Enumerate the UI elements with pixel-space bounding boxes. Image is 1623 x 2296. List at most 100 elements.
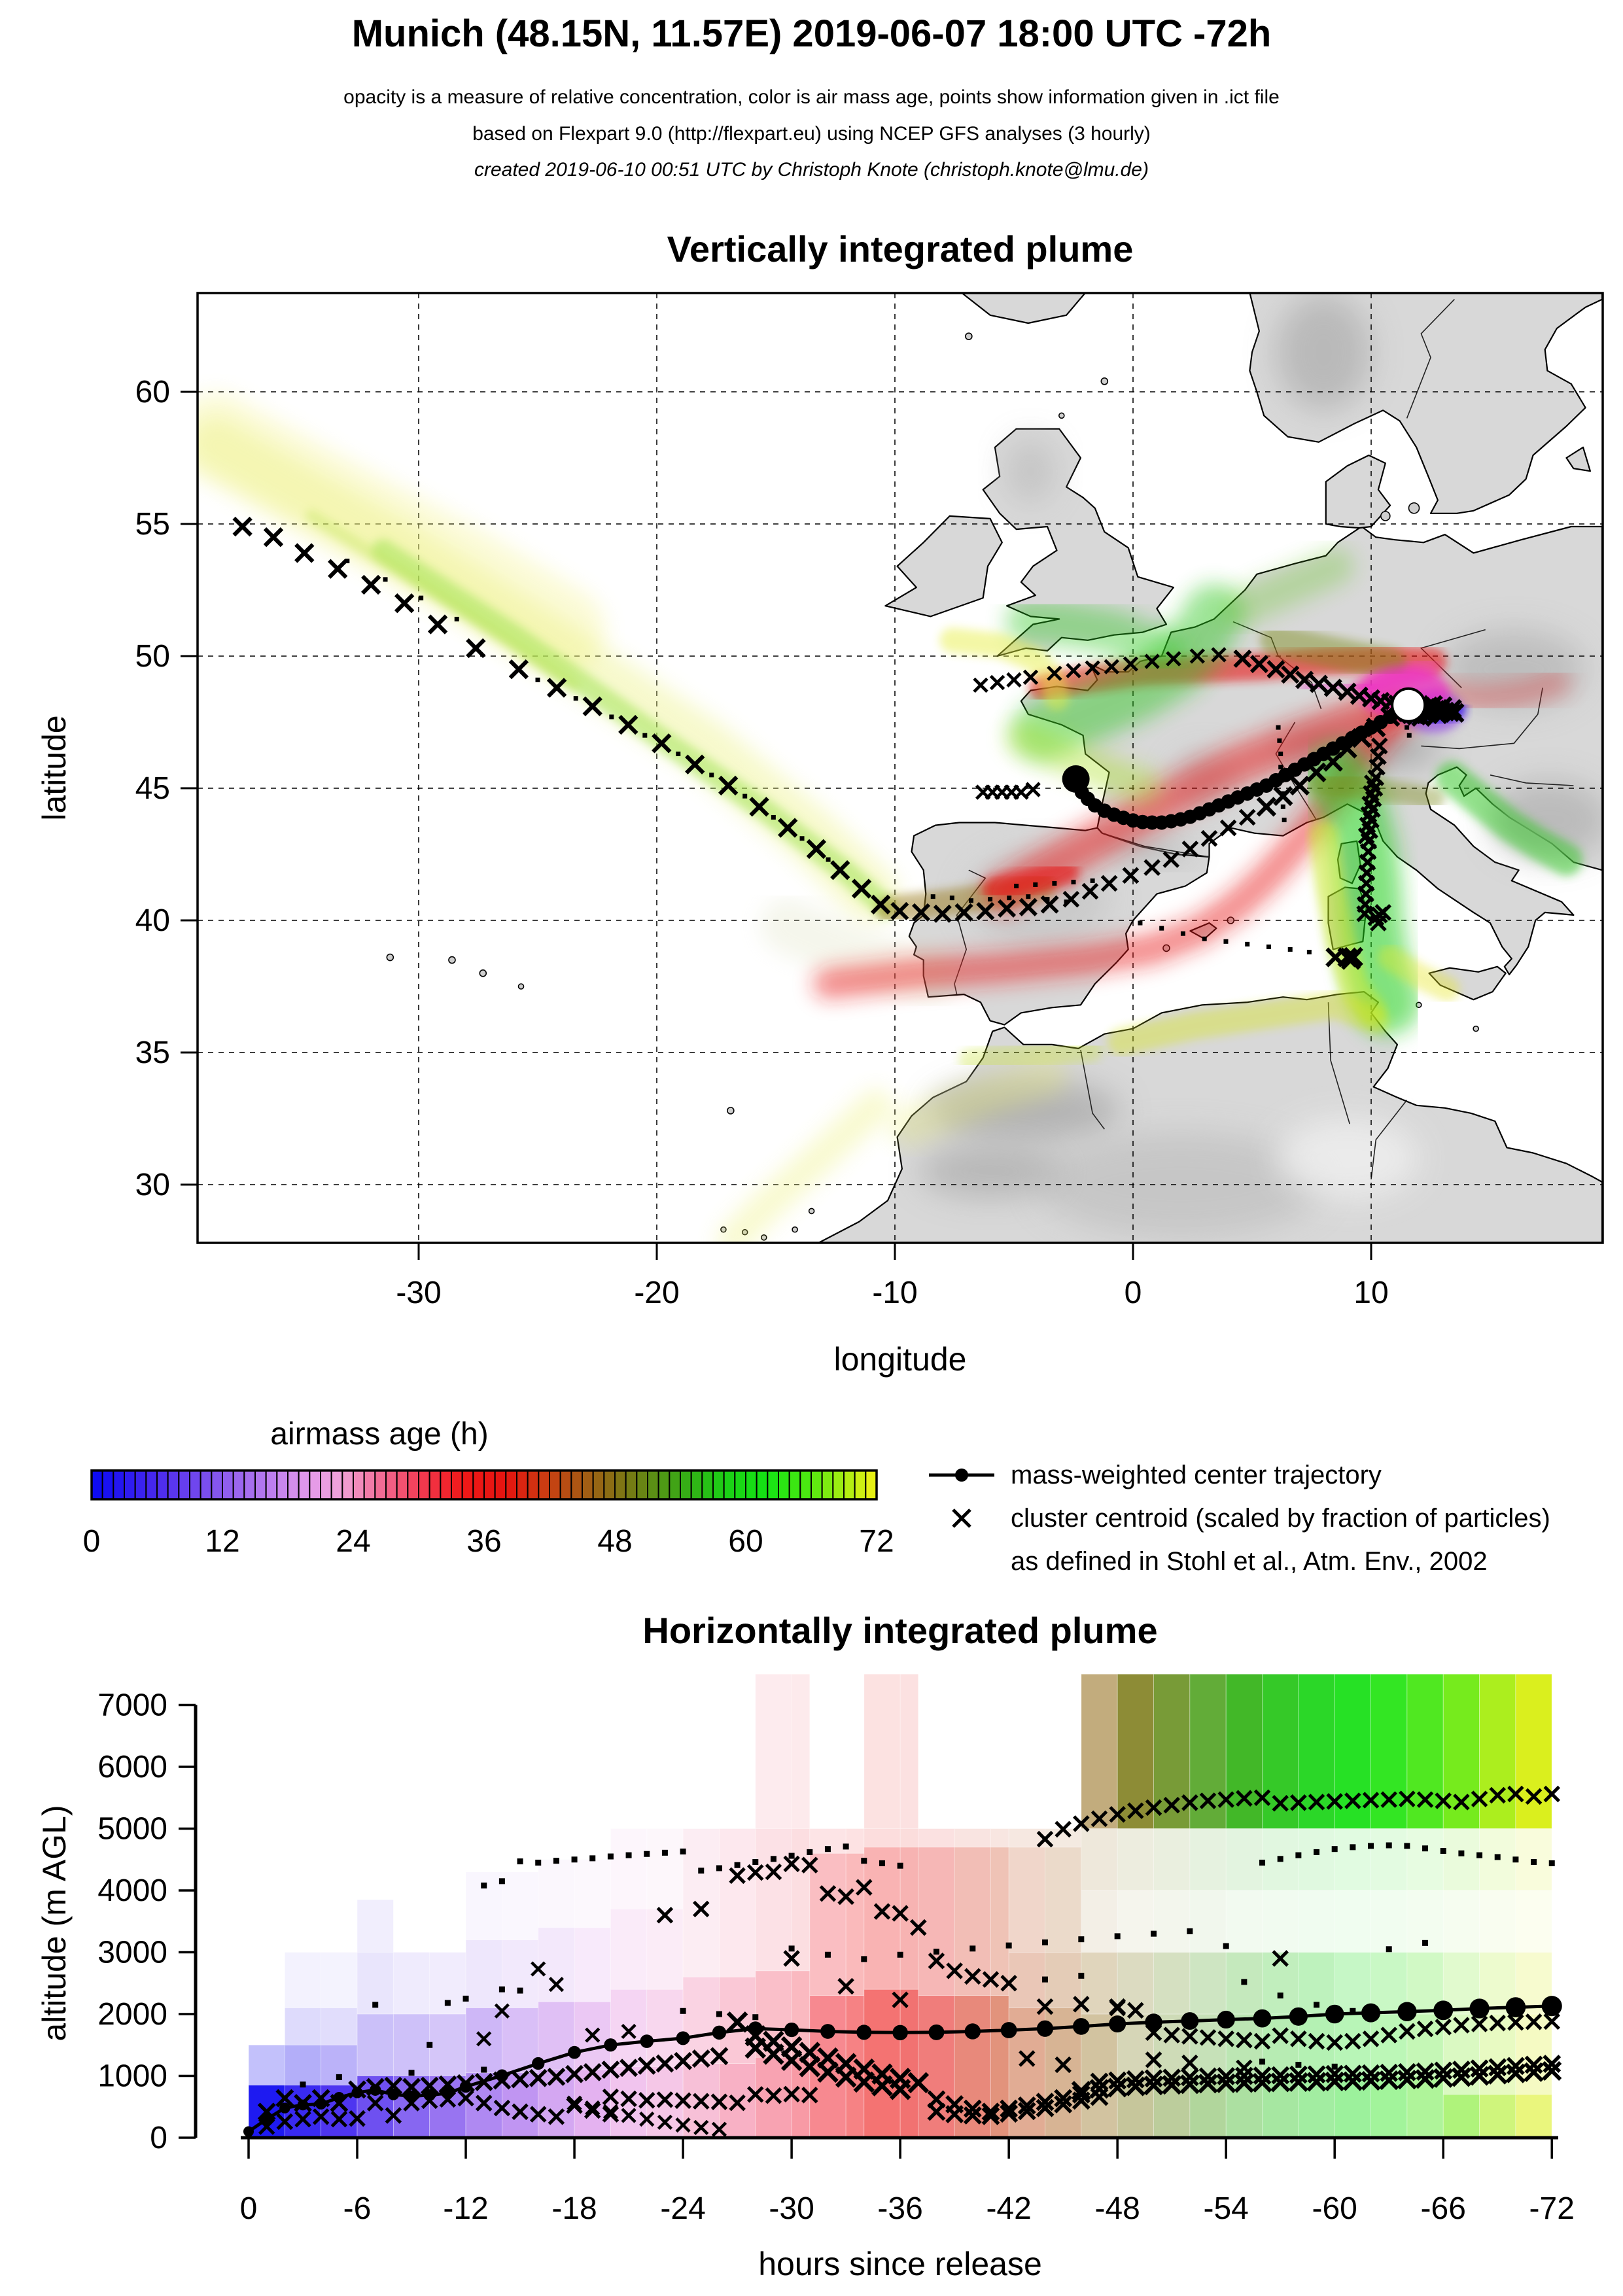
alt-dot: [1151, 1930, 1157, 1937]
colorbar-cell: [287, 1470, 300, 1500]
colorbar-cell: [320, 1470, 332, 1500]
alt-cluster-x: [692, 1900, 710, 1918]
cluster-series-alps-approach: [1256, 699, 1412, 817]
colorbar-cell: [647, 1470, 659, 1500]
island: [965, 332, 973, 340]
alt-cluster-x: [1108, 2078, 1128, 2098]
alt-xtick-label: -60: [1312, 2191, 1357, 2226]
alt-cluster-x: [726, 2011, 748, 2033]
cluster-series-biscay-west: [975, 782, 1041, 800]
colorbar-cell: [407, 1470, 419, 1500]
heat-cell: [646, 1828, 684, 1909]
map-canvas: [198, 293, 1603, 1243]
cluster-x: [1323, 678, 1342, 697]
alt-dot: [1494, 1854, 1501, 1860]
plume-ribbon: [1107, 991, 1390, 1056]
colorbar-cell: [669, 1470, 681, 1500]
heat-cell: [1117, 1952, 1154, 2015]
colorbar-cell: [200, 1470, 213, 1500]
alt-dot: [1422, 1939, 1429, 1946]
alt-cluster-x: [892, 1991, 909, 2009]
cluster-x: [1022, 669, 1039, 686]
alt-cluster-x: [1507, 2013, 1524, 2031]
alt-dot: [1241, 1979, 1248, 1985]
island: [1473, 1025, 1479, 1032]
alt-xtick-label: -48: [1094, 2191, 1140, 2226]
heat-cell: [899, 1989, 919, 2138]
alt-trajectory-dot: [1145, 2013, 1162, 2031]
heat-cell: [1479, 2094, 1516, 2138]
heat-cell: [1081, 1890, 1118, 1953]
country-border: [1327, 1002, 1350, 1124]
colorbar-cell: [330, 1470, 343, 1500]
colorbar-cell: [178, 1470, 191, 1500]
cluster-series-spain-northeast: [1062, 809, 1256, 908]
alt-dot: [1440, 1848, 1446, 1854]
island: [517, 983, 525, 990]
legend-x-symbol: [952, 1508, 971, 1528]
colorbar-cell: [811, 1470, 823, 1500]
colorbar-cell: [243, 1470, 256, 1500]
alt-dot: [553, 1858, 559, 1864]
alt-dot: [644, 1851, 650, 1857]
cluster-x: [1374, 904, 1392, 921]
heat-cell: [809, 1852, 846, 1996]
alt-cluster-x: [910, 1919, 927, 1936]
cluster-x: [806, 839, 827, 860]
alt-cluster-x: [1000, 2104, 1019, 2123]
info-dot: [968, 898, 973, 903]
plume-ribbon: [1378, 945, 1460, 1001]
alt-cluster-x: [621, 2023, 637, 2040]
cluster-x: [618, 714, 638, 735]
alt-cluster-x: [744, 2037, 767, 2059]
colorbar: airmass age (h) 0 12 24 36 48 60 72: [83, 1417, 894, 1559]
heat-cell: [1117, 1890, 1154, 1953]
alt-cluster-x: [1469, 2066, 1490, 2086]
alt-cluster-x: [1036, 1830, 1054, 1848]
cluster-x: [933, 904, 952, 923]
alt-cluster-x: [1253, 1789, 1271, 1807]
alt-cluster-x: [674, 2092, 691, 2110]
alt-trajectory-dot: [928, 2024, 945, 2040]
cluster-x: [1104, 659, 1119, 674]
alt-x-series-mid-600-row: [602, 2085, 818, 2112]
colorbar-tick-label: 0: [83, 1524, 101, 1559]
alt-ytick-label: 3000: [97, 1936, 167, 1970]
alt-cluster-x: [638, 2092, 655, 2109]
alt-cluster-x: [566, 2097, 583, 2114]
alt-cluster-x: [780, 2049, 803, 2072]
alt-dot: [1476, 1852, 1483, 1858]
heat-cell: [1515, 1673, 1552, 1829]
alt-dot: [517, 1858, 523, 1865]
colorbar-cell: [734, 1470, 747, 1500]
alt-cluster-x: [765, 2087, 782, 2104]
alt-cluster-x: [276, 2113, 294, 2131]
cluster-x: [1325, 947, 1346, 967]
cluster-series-descend-to-munich: [1233, 650, 1407, 713]
alt-cluster-x: [656, 1907, 674, 1924]
island: [386, 953, 394, 962]
info-dot: [988, 897, 993, 902]
heat-cell: [755, 1673, 792, 1829]
heat-cell: [1153, 1890, 1190, 1953]
island: [1380, 511, 1391, 521]
alt-cluster-x: [1253, 2066, 1272, 2085]
alt-cluster-x: [1090, 2072, 1109, 2091]
alt-trajectory-dot: [1253, 2009, 1272, 2028]
colorbar-cell: [799, 1470, 812, 1500]
map-plot: Vertically integrated plume -30 -20 -10 0 10 3…: [36, 228, 1604, 1378]
cluster-x: [1357, 827, 1375, 844]
cluster-x: [263, 527, 284, 548]
alt-dot: [1078, 1936, 1085, 1943]
alt-cluster-x: [964, 1968, 981, 1985]
heat-cell: [284, 2044, 322, 2086]
alt-cluster-x: [945, 2105, 964, 2124]
land-faroe-bank: [960, 293, 1087, 324]
heat-cell: [1189, 1828, 1227, 1891]
alt-dot: [336, 2074, 342, 2080]
alt-cluster-x: [1416, 1791, 1434, 1808]
alt-cluster-x: [892, 1905, 909, 1922]
alt-cluster-x: [1253, 2032, 1271, 2050]
map-yaxis-label: latitude: [36, 715, 73, 820]
